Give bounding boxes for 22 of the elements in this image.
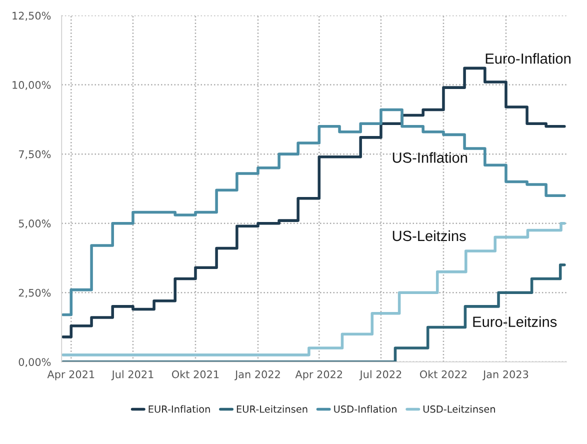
y-tick-label: 10,00% xyxy=(12,81,51,90)
annotation: US-Inflation xyxy=(392,152,468,163)
annotation: Euro-Leitzins xyxy=(473,316,557,327)
x-tick-label: Apr 2022 xyxy=(295,370,342,380)
y-tick-label: 2,50% xyxy=(18,288,51,298)
annotation: Euro-Inflation xyxy=(486,53,570,64)
x-tick-label: Jul 2021 xyxy=(111,370,154,380)
x-tick-label: Okt 2022 xyxy=(420,370,466,378)
y-tick-label: 0,00% xyxy=(18,358,51,368)
legend-label: USD-Inflation xyxy=(334,405,397,413)
y-tick-label: 5,00% xyxy=(18,220,51,228)
y-tick-label: 7,50% xyxy=(18,150,51,160)
x-tick-label: Jul 2022 xyxy=(359,370,402,380)
legend-label: EUR-Leitzinsen xyxy=(236,405,308,413)
x-tick-label: Apr 2021 xyxy=(47,370,94,380)
x-tick-label: Jan 2023 xyxy=(482,370,528,380)
legend-label: USD-Leitzinsen xyxy=(423,405,495,413)
legend-label: EUR-Inflation xyxy=(148,405,210,413)
annotation: US-Leitzins xyxy=(392,230,466,242)
x-tick-label: Jan 2022 xyxy=(234,370,280,380)
y-tick-label: 12,50% xyxy=(12,12,51,21)
x-tick-label: Okt 2021 xyxy=(172,370,219,378)
